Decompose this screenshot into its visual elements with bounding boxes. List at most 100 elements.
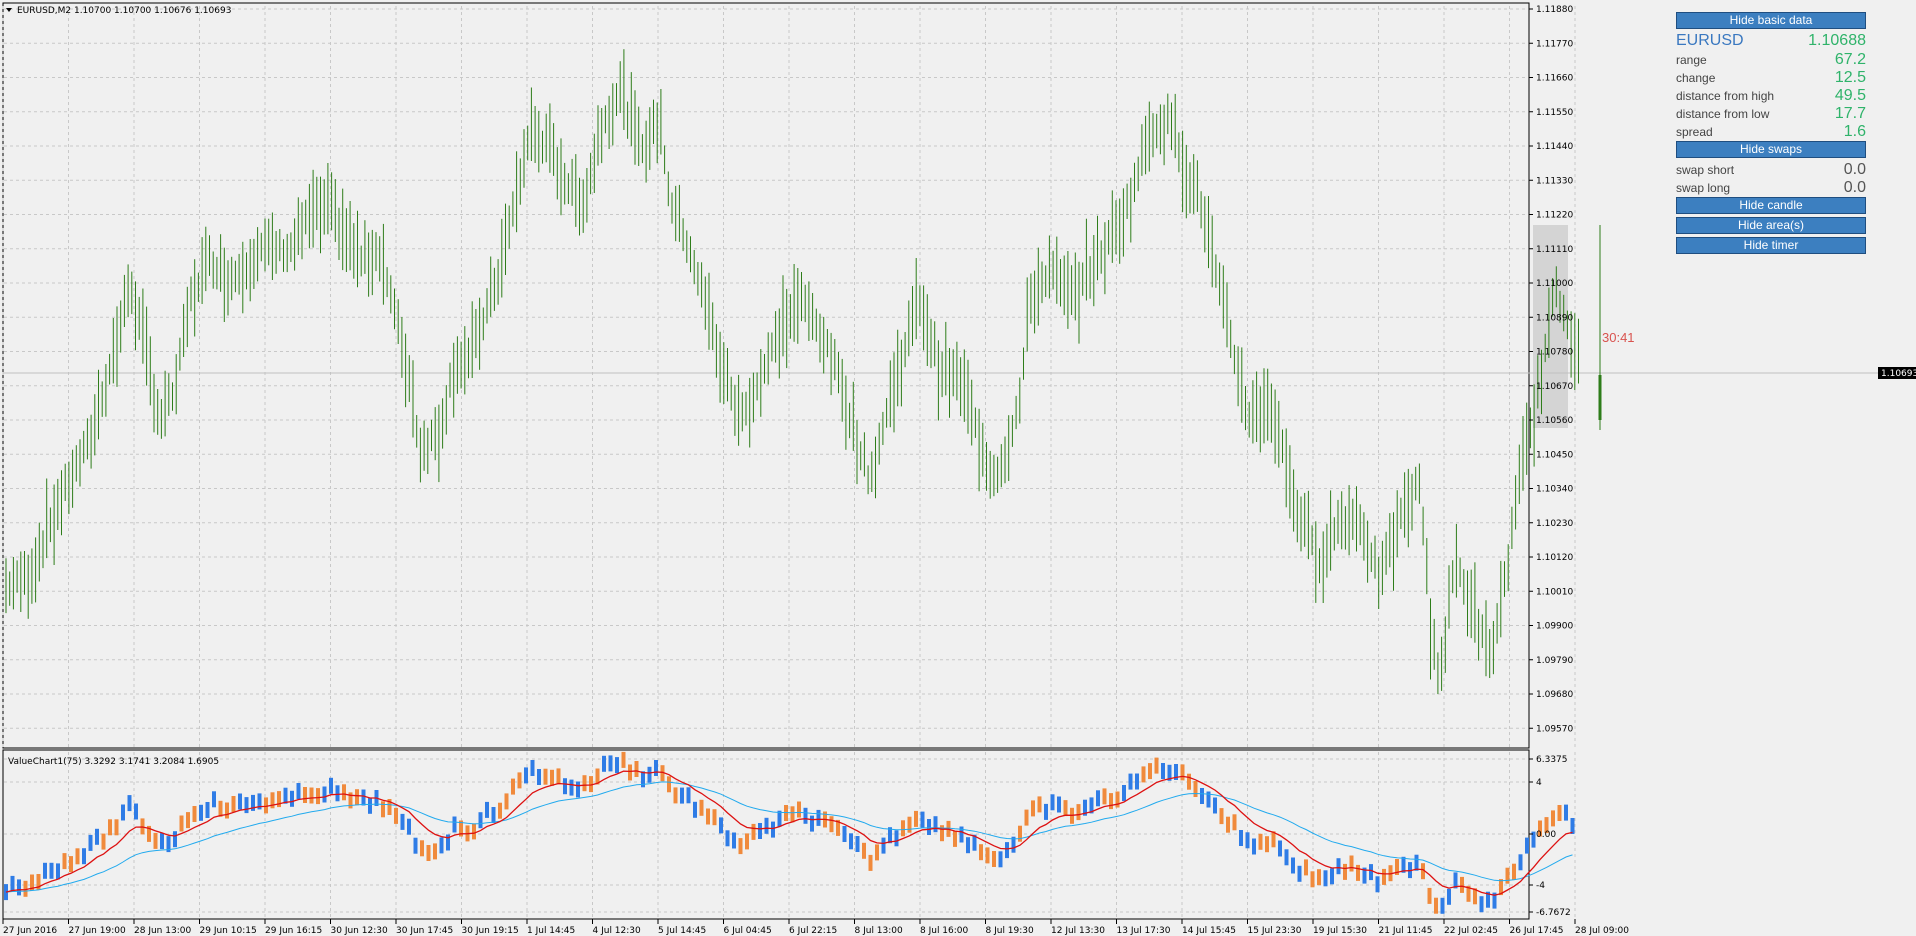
stat-value: 1.6 bbox=[1843, 123, 1866, 140]
swap-row-short: swap short 0.0 bbox=[1676, 161, 1866, 179]
price-tick-label: 1.11550 bbox=[1536, 108, 1573, 118]
swap-value: 0.0 bbox=[1843, 161, 1866, 178]
current-price-label: 1.10693 bbox=[1881, 369, 1916, 379]
price-tick-label: 1.10890 bbox=[1536, 313, 1573, 323]
stat-label: change bbox=[1676, 71, 1716, 85]
time-tick-label: 1 Jul 14:45 bbox=[527, 926, 575, 936]
indicator-title: ValueChart1(75) 3.3292 3.1741 3.2084 1.6… bbox=[8, 757, 219, 767]
time-tick-label: 30 Jun 17:45 bbox=[396, 926, 453, 936]
time-axis: 27 Jun 2016 27 Jun 19:00 28 Jun 13:00 29 Ju… bbox=[2, 919, 1629, 936]
indicator-axis: 6.3375 4 0.00 -4 -6.7672 bbox=[1529, 755, 1571, 918]
time-tick-label: 8 Jul 13:00 bbox=[855, 926, 904, 936]
hide-swaps-button[interactable]: Hide swaps bbox=[1676, 141, 1866, 158]
indicator-tick-label: 0.00 bbox=[1536, 830, 1556, 840]
chart-title: EURUSD,M2 1.10700 1.10700 1.10676 1.1069… bbox=[6, 6, 231, 16]
time-tick-label: 27 Jun 19:00 bbox=[69, 926, 126, 936]
stat-value: 67.2 bbox=[1834, 51, 1866, 68]
time-tick-label: 28 Jul 09:00 bbox=[1575, 926, 1629, 936]
chevron-down-icon[interactable] bbox=[6, 8, 12, 12]
current-price-box bbox=[1878, 367, 1916, 379]
stat-row-range: range 67.2 bbox=[1676, 51, 1866, 69]
time-tick-label: 30 Jun 19:15 bbox=[462, 926, 519, 936]
price-bars bbox=[5, 49, 1602, 695]
slow-line bbox=[5, 781, 1573, 893]
price-tick-label: 1.11880 bbox=[1536, 5, 1573, 15]
price-tick-label: 1.11000 bbox=[1536, 279, 1573, 289]
symbol-name: EURUSD bbox=[1676, 32, 1744, 49]
price-axis: 1.11880 1.11770 1.11660 1.11550 1.11440 1.113… bbox=[1529, 5, 1573, 734]
price-tick-label: 1.11770 bbox=[1536, 39, 1573, 49]
price-tick-label: 1.11440 bbox=[1536, 142, 1573, 152]
stat-label: spread bbox=[1676, 125, 1713, 139]
time-tick-label: 8 Jul 19:30 bbox=[986, 926, 1035, 936]
time-tick-label: 27 Jun 2016 bbox=[3, 926, 57, 936]
info-panel: Hide basic data EURUSD 1.10688 range 67.… bbox=[1676, 12, 1866, 257]
time-tick-label: 19 Jul 15:30 bbox=[1313, 926, 1367, 936]
price-chart-area[interactable] bbox=[2, 2, 1530, 749]
stat-label: distance from high bbox=[1676, 89, 1775, 103]
time-tick-label: 6 Jul 22:15 bbox=[789, 926, 837, 936]
hide-basic-data-button[interactable]: Hide basic data bbox=[1676, 12, 1866, 29]
price-tick-label: 1.10340 bbox=[1536, 485, 1573, 495]
time-tick-label: 30 Jun 12:30 bbox=[331, 926, 388, 936]
price-tick-label: 1.10230 bbox=[1536, 519, 1573, 529]
stat-value: 12.5 bbox=[1834, 69, 1866, 86]
stat-row-change: change 12.5 bbox=[1676, 69, 1866, 87]
time-tick-label: 5 Jul 14:45 bbox=[658, 926, 706, 936]
hide-areas-button[interactable]: Hide area(s) bbox=[1676, 217, 1866, 234]
swap-row-long: swap long 0.0 bbox=[1676, 179, 1866, 197]
time-tick-label: 6 Jul 04:45 bbox=[724, 926, 772, 936]
time-tick-label: 22 Jul 02:45 bbox=[1444, 926, 1498, 936]
stat-label: range bbox=[1676, 53, 1707, 67]
symbol-price: 1.10688 bbox=[1808, 32, 1866, 49]
price-tick-label: 1.10670 bbox=[1536, 382, 1573, 392]
indicator-tick-label: -4 bbox=[1536, 881, 1545, 891]
stat-label: distance from low bbox=[1676, 107, 1770, 121]
indicator-tick-label: 6.3375 bbox=[1536, 755, 1568, 765]
stat-row-distance-low: distance from low 17.7 bbox=[1676, 105, 1866, 123]
chart-title-text: EURUSD,M2 1.10700 1.10700 1.10676 1.1069… bbox=[17, 6, 231, 16]
price-tick-label: 1.10450 bbox=[1536, 450, 1573, 460]
highlight-area bbox=[1533, 225, 1568, 428]
fast-line bbox=[5, 770, 1573, 896]
price-tick-label: 1.11330 bbox=[1536, 176, 1573, 186]
hide-candle-button[interactable]: Hide candle bbox=[1676, 197, 1866, 214]
stat-value: 49.5 bbox=[1834, 87, 1866, 104]
price-tick-label: 1.09790 bbox=[1536, 656, 1573, 666]
time-tick-label: 12 Jul 13:30 bbox=[1051, 926, 1105, 936]
stat-row-distance-high: distance from high 49.5 bbox=[1676, 87, 1866, 105]
stat-row-spread: spread 1.6 bbox=[1676, 123, 1866, 141]
time-tick-label: 8 Jul 16:00 bbox=[920, 926, 969, 936]
time-tick-label: 29 Jun 16:15 bbox=[265, 926, 322, 936]
countdown-timer: 30:41 bbox=[1602, 330, 1635, 345]
indicator-tick-label: 4 bbox=[1536, 778, 1542, 788]
hide-timer-button[interactable]: Hide timer bbox=[1676, 237, 1866, 254]
time-tick-label: 29 Jun 10:15 bbox=[200, 926, 257, 936]
time-tick-label: 15 Jul 23:30 bbox=[1248, 926, 1302, 936]
indicator-grid bbox=[2, 752, 1576, 918]
price-tick-label: 1.09680 bbox=[1536, 690, 1573, 700]
time-tick-label: 26 Jul 17:45 bbox=[1510, 926, 1564, 936]
price-tick-label: 1.10120 bbox=[1536, 553, 1573, 563]
current-price-marker: 1.10693 bbox=[1878, 367, 1916, 379]
swap-label: swap long bbox=[1676, 181, 1731, 195]
price-tick-label: 1.11660 bbox=[1536, 74, 1573, 84]
price-grid bbox=[2, 6, 1576, 748]
time-tick-label: 28 Jun 13:00 bbox=[134, 926, 191, 936]
symbol-row: EURUSD 1.10688 bbox=[1676, 32, 1866, 51]
stat-value: 17.7 bbox=[1834, 105, 1866, 122]
indicator-tick-label: -6.7672 bbox=[1536, 908, 1571, 918]
price-tick-label: 1.10010 bbox=[1536, 587, 1573, 597]
price-tick-label: 1.11110 bbox=[1536, 245, 1573, 255]
price-tick-label: 1.11220 bbox=[1536, 211, 1573, 221]
price-tick-label: 1.10560 bbox=[1536, 416, 1573, 426]
price-tick-label: 1.09570 bbox=[1536, 724, 1573, 734]
time-tick-label: 13 Jul 17:30 bbox=[1117, 926, 1171, 936]
price-tick-label: 1.09900 bbox=[1536, 622, 1573, 632]
price-tick-label: 1.10780 bbox=[1536, 348, 1573, 358]
time-tick-label: 4 Jul 12:30 bbox=[593, 926, 642, 936]
swap-value: 0.0 bbox=[1843, 179, 1866, 196]
swap-label: swap short bbox=[1676, 163, 1735, 177]
time-tick-label: 14 Jul 15:45 bbox=[1182, 926, 1236, 936]
